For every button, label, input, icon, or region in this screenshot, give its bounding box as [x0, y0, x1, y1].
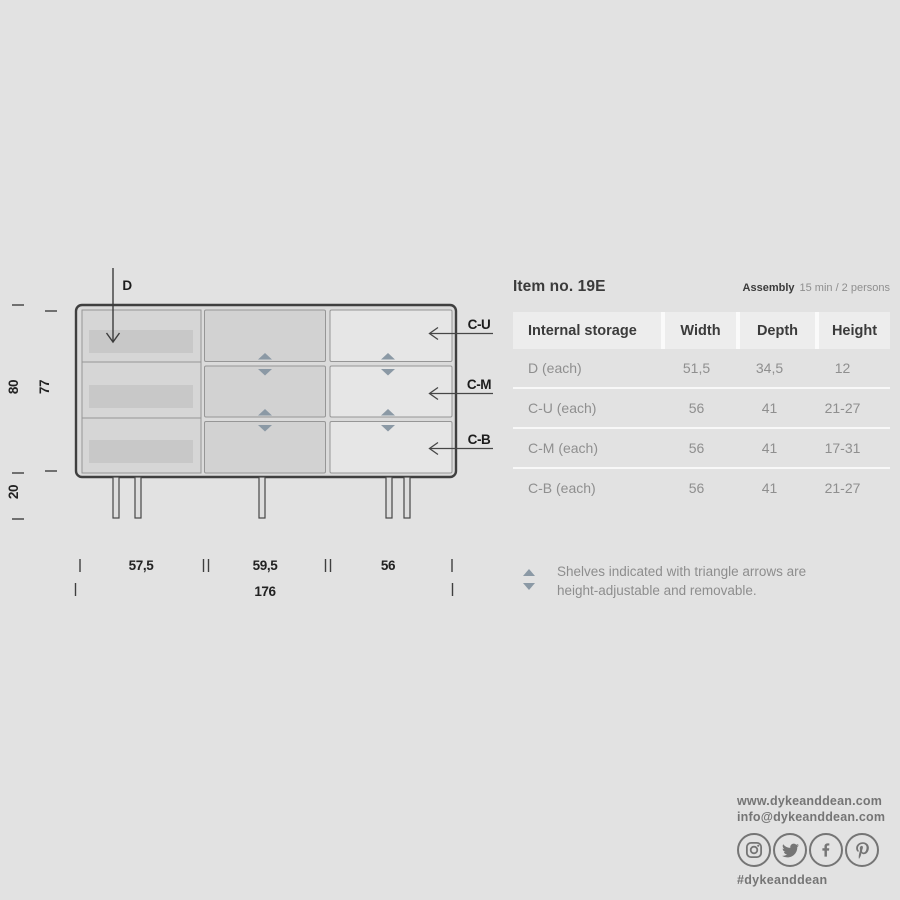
- table-row: C-B (each) 56 41 21-27: [513, 469, 890, 507]
- dim-total-width: 176: [254, 584, 276, 599]
- drawer-column: [81, 309, 202, 474]
- drawer-callout-label: D: [122, 278, 132, 293]
- row-width: 51,5: [682, 360, 711, 376]
- column-header-internal-storage: Internal storage: [513, 312, 661, 349]
- twitter-icon[interactable]: [773, 833, 807, 867]
- facebook-icon[interactable]: [809, 833, 843, 867]
- row-width: 56: [688, 440, 705, 456]
- dim-height-body: 77: [37, 380, 52, 394]
- spec-table: Item no. 19E Assembly 15 min / 2 persons …: [513, 278, 890, 507]
- row-height: 21-27: [824, 400, 861, 416]
- assembly-label: Assembly: [742, 282, 795, 294]
- dimension-ticks-horizontal: [74, 559, 454, 596]
- row-depth: 34,5: [755, 360, 784, 376]
- drawer-front: [89, 385, 193, 408]
- shelf-note: Shelves indicated with triangle arrows a…: [521, 562, 806, 600]
- cupboard-callout-arrows: [428, 326, 493, 456]
- right-cupboard-column: [329, 309, 453, 474]
- drawer-callout-arrow: [105, 268, 121, 344]
- social-icons-row: [737, 833, 897, 867]
- item-number-label: Item no. 19E: [513, 278, 606, 295]
- row-label: D (each): [528, 360, 582, 376]
- assembly-info: Assembly 15 min / 2 persons: [743, 282, 890, 294]
- footer: www.dykeanddean.com info@dykeanddean.com: [737, 793, 897, 887]
- table-row: C-M (each) 56 41 17-31: [513, 429, 890, 469]
- dim-section3-width: 56: [381, 558, 396, 573]
- row-label: C-M (each): [528, 440, 599, 456]
- note-line-2: height-adjustable and removable.: [557, 583, 757, 598]
- spec-titlebar: Item no. 19E Assembly 15 min / 2 persons: [513, 278, 890, 312]
- middle-cupboard-column: [204, 309, 326, 474]
- website-url: www.dykeanddean.com: [737, 794, 883, 808]
- shelf-adjust-triangle-icons: [258, 353, 395, 432]
- row-height: 17-31: [824, 440, 861, 456]
- note-text: Shelves indicated with triangle arrows a…: [557, 562, 806, 600]
- row-depth: 41: [761, 400, 778, 416]
- column-header-width: Width: [661, 312, 736, 349]
- callout-label-cb: C-B: [468, 432, 491, 447]
- email-address: info@dykeanddean.com: [737, 810, 886, 824]
- column-header-depth: Depth: [736, 312, 815, 349]
- drawer-front: [89, 330, 193, 353]
- column-header-height: Height: [815, 312, 890, 349]
- callout-label-cm: C-M: [467, 377, 491, 392]
- hashtag-label: #dykeanddean: [737, 873, 828, 887]
- dimension-ticks-vertical: [12, 304, 57, 520]
- row-height: 12: [834, 360, 851, 376]
- drawer-front: [89, 440, 193, 463]
- row-width: 56: [688, 400, 705, 416]
- row-height: 21-27: [824, 480, 861, 496]
- table-row: C-U (each) 56 41 21-27: [513, 389, 890, 429]
- dim-section1-width: 57,5: [129, 558, 155, 573]
- shelf-adjust-triangle-icons: [523, 569, 535, 590]
- table-row: D (each) 51,5 34,5 12: [513, 349, 890, 389]
- callout-label-cu: C-U: [468, 317, 491, 332]
- assembly-value: 15 min / 2 persons: [799, 282, 891, 294]
- row-label: C-B (each): [528, 480, 596, 496]
- dim-leg-height: 20: [6, 485, 21, 499]
- cabinet-legs: [112, 476, 411, 519]
- row-label: C-U (each): [528, 400, 597, 416]
- instagram-icon[interactable]: [737, 833, 771, 867]
- dim-section2-width: 59,5: [253, 558, 279, 573]
- row-depth: 41: [761, 440, 778, 456]
- row-depth: 41: [761, 480, 778, 496]
- table-header-row: Internal storage Width Depth Height: [513, 312, 890, 349]
- pinterest-icon[interactable]: [845, 833, 879, 867]
- row-width: 56: [688, 480, 705, 496]
- dim-height-total: 80: [6, 380, 21, 394]
- note-line-1: Shelves indicated with triangle arrows a…: [557, 564, 807, 579]
